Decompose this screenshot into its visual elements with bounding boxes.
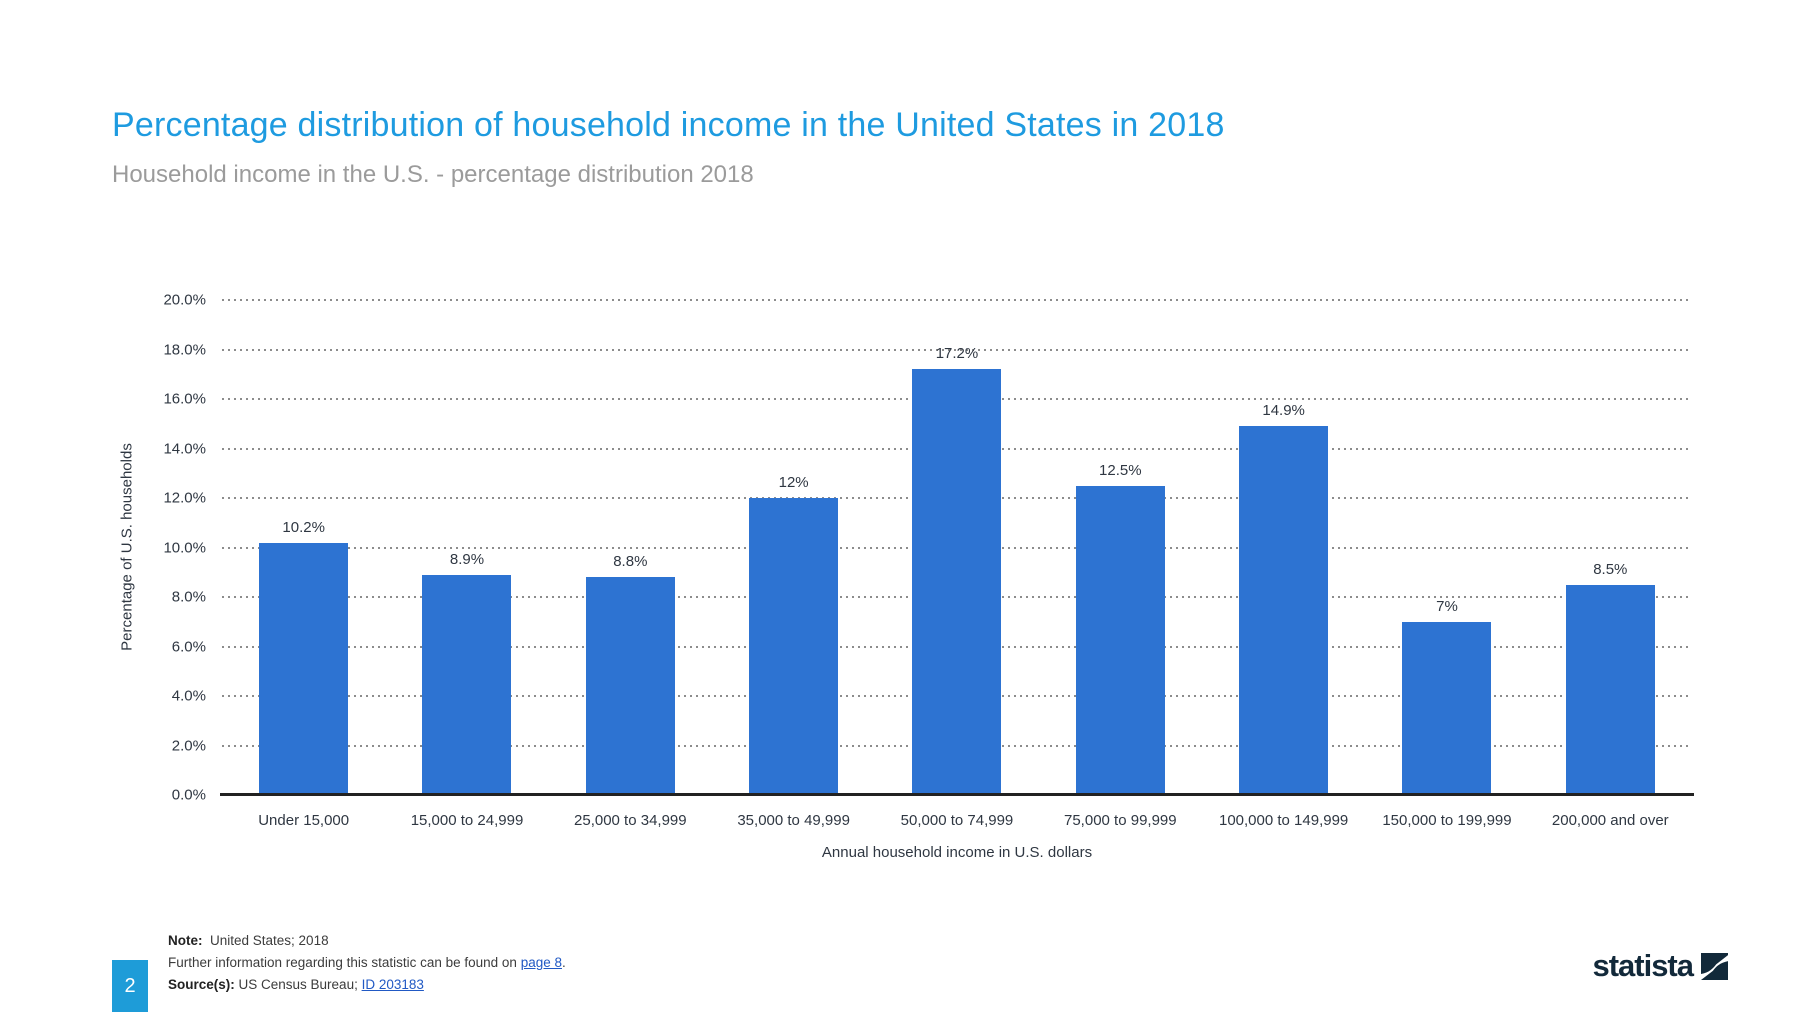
note-text: United States; 2018	[202, 933, 329, 948]
bar-slot: 14.9%	[1202, 300, 1365, 795]
bar-slot: 12%	[712, 300, 875, 795]
source-label: Source(s):	[168, 977, 235, 992]
x-tick-label: 150,000 to 199,999	[1382, 812, 1512, 829]
bar-value-label: 14.9%	[1262, 402, 1305, 420]
source-line: Source(s): US Census Bureau; ID 203183	[168, 974, 566, 996]
x-tick-label: Under 15,000	[258, 812, 350, 829]
bar-value-label: 8.9%	[449, 550, 485, 568]
bar-value-label: 17.2%	[935, 345, 979, 363]
bar-slot: 8.9%	[385, 300, 548, 795]
bar-slot: 8.8%	[549, 300, 712, 795]
bar-slot: 8.5%	[1529, 300, 1692, 795]
page-subtitle: Household income in the U.S. - percentag…	[112, 161, 754, 188]
y-tick-label: 16.0%	[163, 390, 206, 408]
bar-slot: 12.5%	[1039, 300, 1202, 795]
x-tick-label: 200,000 and over	[1551, 812, 1669, 829]
x-axis-title: Annual household income in U.S. dollars	[821, 844, 1093, 861]
gridline	[222, 348, 1692, 351]
y-tick-label: 4.0%	[171, 687, 206, 705]
further-info-text: Further information regarding this stati…	[168, 955, 521, 970]
note-label: Note:	[168, 933, 203, 948]
bar-value-label: 7%	[1436, 597, 1458, 615]
bar-slot: 17.2%	[875, 300, 1038, 795]
y-tick-label: 10.0%	[163, 539, 206, 556]
bar	[1075, 485, 1165, 795]
further-info-suffix: .	[561, 955, 566, 970]
bar-slot: 10.2%	[222, 300, 385, 795]
statistic-id-link[interactable]: ID 203183	[361, 977, 424, 992]
x-tick-label: 25,000 to 34,999	[574, 812, 687, 829]
bar	[422, 574, 512, 795]
page-number-badge: 2	[112, 960, 148, 1012]
gridline	[222, 299, 1692, 301]
y-tick-label: 18.0%	[163, 341, 206, 358]
y-tick-label: 8.0%	[171, 588, 206, 606]
note-line: Note: United States; 2018	[168, 930, 566, 952]
x-tick-label: 100,000 to 149,999	[1218, 812, 1349, 829]
y-tick-label: 12.0%	[163, 489, 206, 507]
y-tick-label: 2.0%	[171, 737, 206, 754]
bar-value-label: 12.5%	[1099, 461, 1142, 479]
bar	[912, 369, 1002, 795]
statista-logo: statista	[1592, 948, 1728, 984]
page-8-link[interactable]: page 8	[520, 955, 562, 970]
statista-wordmark: statista	[1592, 948, 1694, 983]
plot-area: 20.0% 18.0% 16.0% 14.0% 12.0% 10.0% 8.0% 6.0% 4.…	[163, 292, 1694, 804]
bar	[585, 577, 675, 795]
source-text: US Census Bureau;	[234, 977, 362, 992]
x-tick-label: 35,000 to 49,999	[737, 812, 850, 829]
x-tick-label: 75,000 to 99,999	[1064, 812, 1177, 829]
statista-logo-icon	[1701, 952, 1728, 980]
bar	[749, 498, 839, 795]
bar-value-label: 8.5%	[1593, 560, 1628, 578]
x-tick-label: 15,000 to 24,999	[410, 812, 524, 829]
y-tick-label: 0.0%	[171, 786, 206, 804]
further-info-line: Further information regarding this stati…	[168, 952, 566, 974]
bar-value-label: 8.8%	[613, 553, 648, 571]
footer-notes: Note: United States; 2018 Further inform…	[168, 930, 566, 996]
x-axis-baseline	[220, 793, 1694, 796]
y-tick-label: 14.0%	[163, 440, 206, 457]
bar	[1239, 426, 1329, 795]
bar-slot: 7%	[1365, 300, 1528, 795]
bar-value-label: 10.2%	[282, 518, 325, 536]
bar	[1402, 621, 1492, 795]
bar-value-label: 12%	[778, 474, 809, 491]
y-tick-label: 20.0%	[163, 291, 206, 309]
x-axis-tick-labels: Under 15,000 15,000 to 24,999 25,000 to 34…	[222, 812, 1692, 829]
page-title: Percentage distribution of household inc…	[112, 106, 1225, 144]
bar	[1565, 584, 1655, 795]
y-tick-label: 6.0%	[171, 638, 206, 655]
x-tick-label: 50,000 to 74,999	[900, 812, 1014, 829]
bars-row: 10.2% 8.9% 8.8% 12% 17.2% 12.5% 14.9% 7% 8.5%	[222, 300, 1692, 795]
bar	[259, 542, 349, 795]
